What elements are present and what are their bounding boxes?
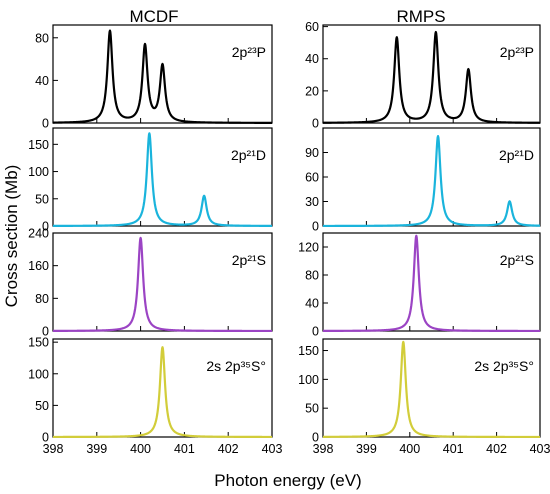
x-tick-label: 399 <box>86 442 107 456</box>
panel-frame <box>52 338 273 438</box>
panel-frame <box>52 24 273 124</box>
panels: 0 40 80 2p²³P 0 20 40 60 2p²³P 0 50 100 150 2p²¹D 0 30 6… <box>28 20 550 456</box>
x-tick-label: 403 <box>262 442 283 456</box>
state-label: 2p²³P <box>500 44 534 60</box>
series-line <box>322 30 541 124</box>
panel-frame <box>52 232 273 332</box>
y-tick-label: 0 <box>42 325 49 339</box>
x-tick-label: 402 <box>218 442 239 456</box>
y-tick-label: 80 <box>35 292 49 306</box>
y-tick-label: 100 <box>28 367 49 381</box>
panel: 0 50 100 150 398 399 400 401 402 403 2s 2p³⁵S° <box>28 336 282 456</box>
y-tick-label: 0 <box>42 117 49 131</box>
panel: 0 40 80 120 2p²¹S <box>298 232 541 339</box>
y-tick-label: 50 <box>305 402 319 416</box>
y-tick-label: 0 <box>42 220 49 234</box>
series-line <box>52 236 273 333</box>
x-tick-label: 398 <box>43 442 64 456</box>
state-label: 2p²¹D <box>499 147 534 163</box>
series-line <box>322 135 541 228</box>
y-tick-label: 100 <box>28 165 49 179</box>
state-label: 2p²³P <box>232 44 266 60</box>
series-line <box>52 29 273 124</box>
y-tick-label: 60 <box>305 20 319 34</box>
y-tick-label: 50 <box>35 192 49 206</box>
panel: 0 80 160 240 2p²¹S <box>28 227 273 339</box>
y-tick-label: 50 <box>35 399 49 413</box>
col-title-mcdf: MCDF <box>129 7 178 26</box>
y-tick-label: 80 <box>305 269 319 283</box>
panel: 0 40 80 2p²³P <box>35 24 273 131</box>
y-tick-label: 60 <box>305 171 319 185</box>
y-tick-label: 80 <box>35 31 49 45</box>
y-axis-label: Cross section (Mb) <box>2 165 21 308</box>
y-tick-label: 30 <box>305 195 319 209</box>
y-tick-label: 0 <box>42 431 49 445</box>
x-tick-label: 401 <box>443 442 464 456</box>
y-tick-label: 0 <box>312 325 319 339</box>
panel-frame <box>322 24 541 124</box>
y-tick-label: 120 <box>298 241 319 255</box>
col-title-rmps: RMPS <box>396 7 445 26</box>
y-tick-label: 40 <box>305 297 319 311</box>
state-label: 2p²¹S <box>500 252 534 268</box>
y-tick-label: 20 <box>305 84 319 98</box>
y-tick-label: 240 <box>28 227 49 241</box>
y-tick-label: 150 <box>28 138 49 152</box>
y-tick-label: 160 <box>28 259 49 273</box>
state-label: 2s 2p³⁵S° <box>206 358 266 374</box>
y-tick-label: 40 <box>305 52 319 66</box>
y-tick-label: 90 <box>305 146 319 160</box>
panel: 0 50 100 150 398 399 400 401 402 403 2s 2p³⁵S° <box>298 338 550 456</box>
series-line <box>322 234 541 333</box>
x-tick-label: 400 <box>399 442 420 456</box>
panel-frame <box>322 338 541 438</box>
x-tick-label: 398 <box>313 442 334 456</box>
state-label: 2p²¹S <box>232 252 266 268</box>
x-tick-label: 401 <box>174 442 195 456</box>
panel: 0 50 100 150 2p²¹D <box>28 127 273 234</box>
y-tick-label: 150 <box>298 344 319 358</box>
y-tick-label: 0 <box>312 220 319 234</box>
y-tick-label: 150 <box>28 336 49 350</box>
panel: 0 20 40 60 2p²³P <box>305 20 541 131</box>
x-tick-label: 403 <box>530 442 550 456</box>
panel-frame <box>52 127 273 227</box>
y-tick-label: 0 <box>312 431 319 445</box>
x-tick-label: 402 <box>486 442 507 456</box>
x-axis-label: Photon energy (eV) <box>214 471 361 490</box>
series-line <box>322 340 541 439</box>
y-tick-label: 40 <box>35 74 49 88</box>
state-label: 2p²¹D <box>231 147 266 163</box>
y-tick-label: 100 <box>298 373 319 387</box>
series-line <box>52 132 273 227</box>
x-tick-label: 399 <box>356 442 377 456</box>
x-tick-label: 400 <box>130 442 151 456</box>
y-tick-label: 0 <box>312 117 319 131</box>
panel-frame <box>322 232 541 332</box>
panel: 0 30 60 90 2p²¹D <box>305 127 541 234</box>
state-label: 2s 2p³⁵S° <box>474 358 534 374</box>
